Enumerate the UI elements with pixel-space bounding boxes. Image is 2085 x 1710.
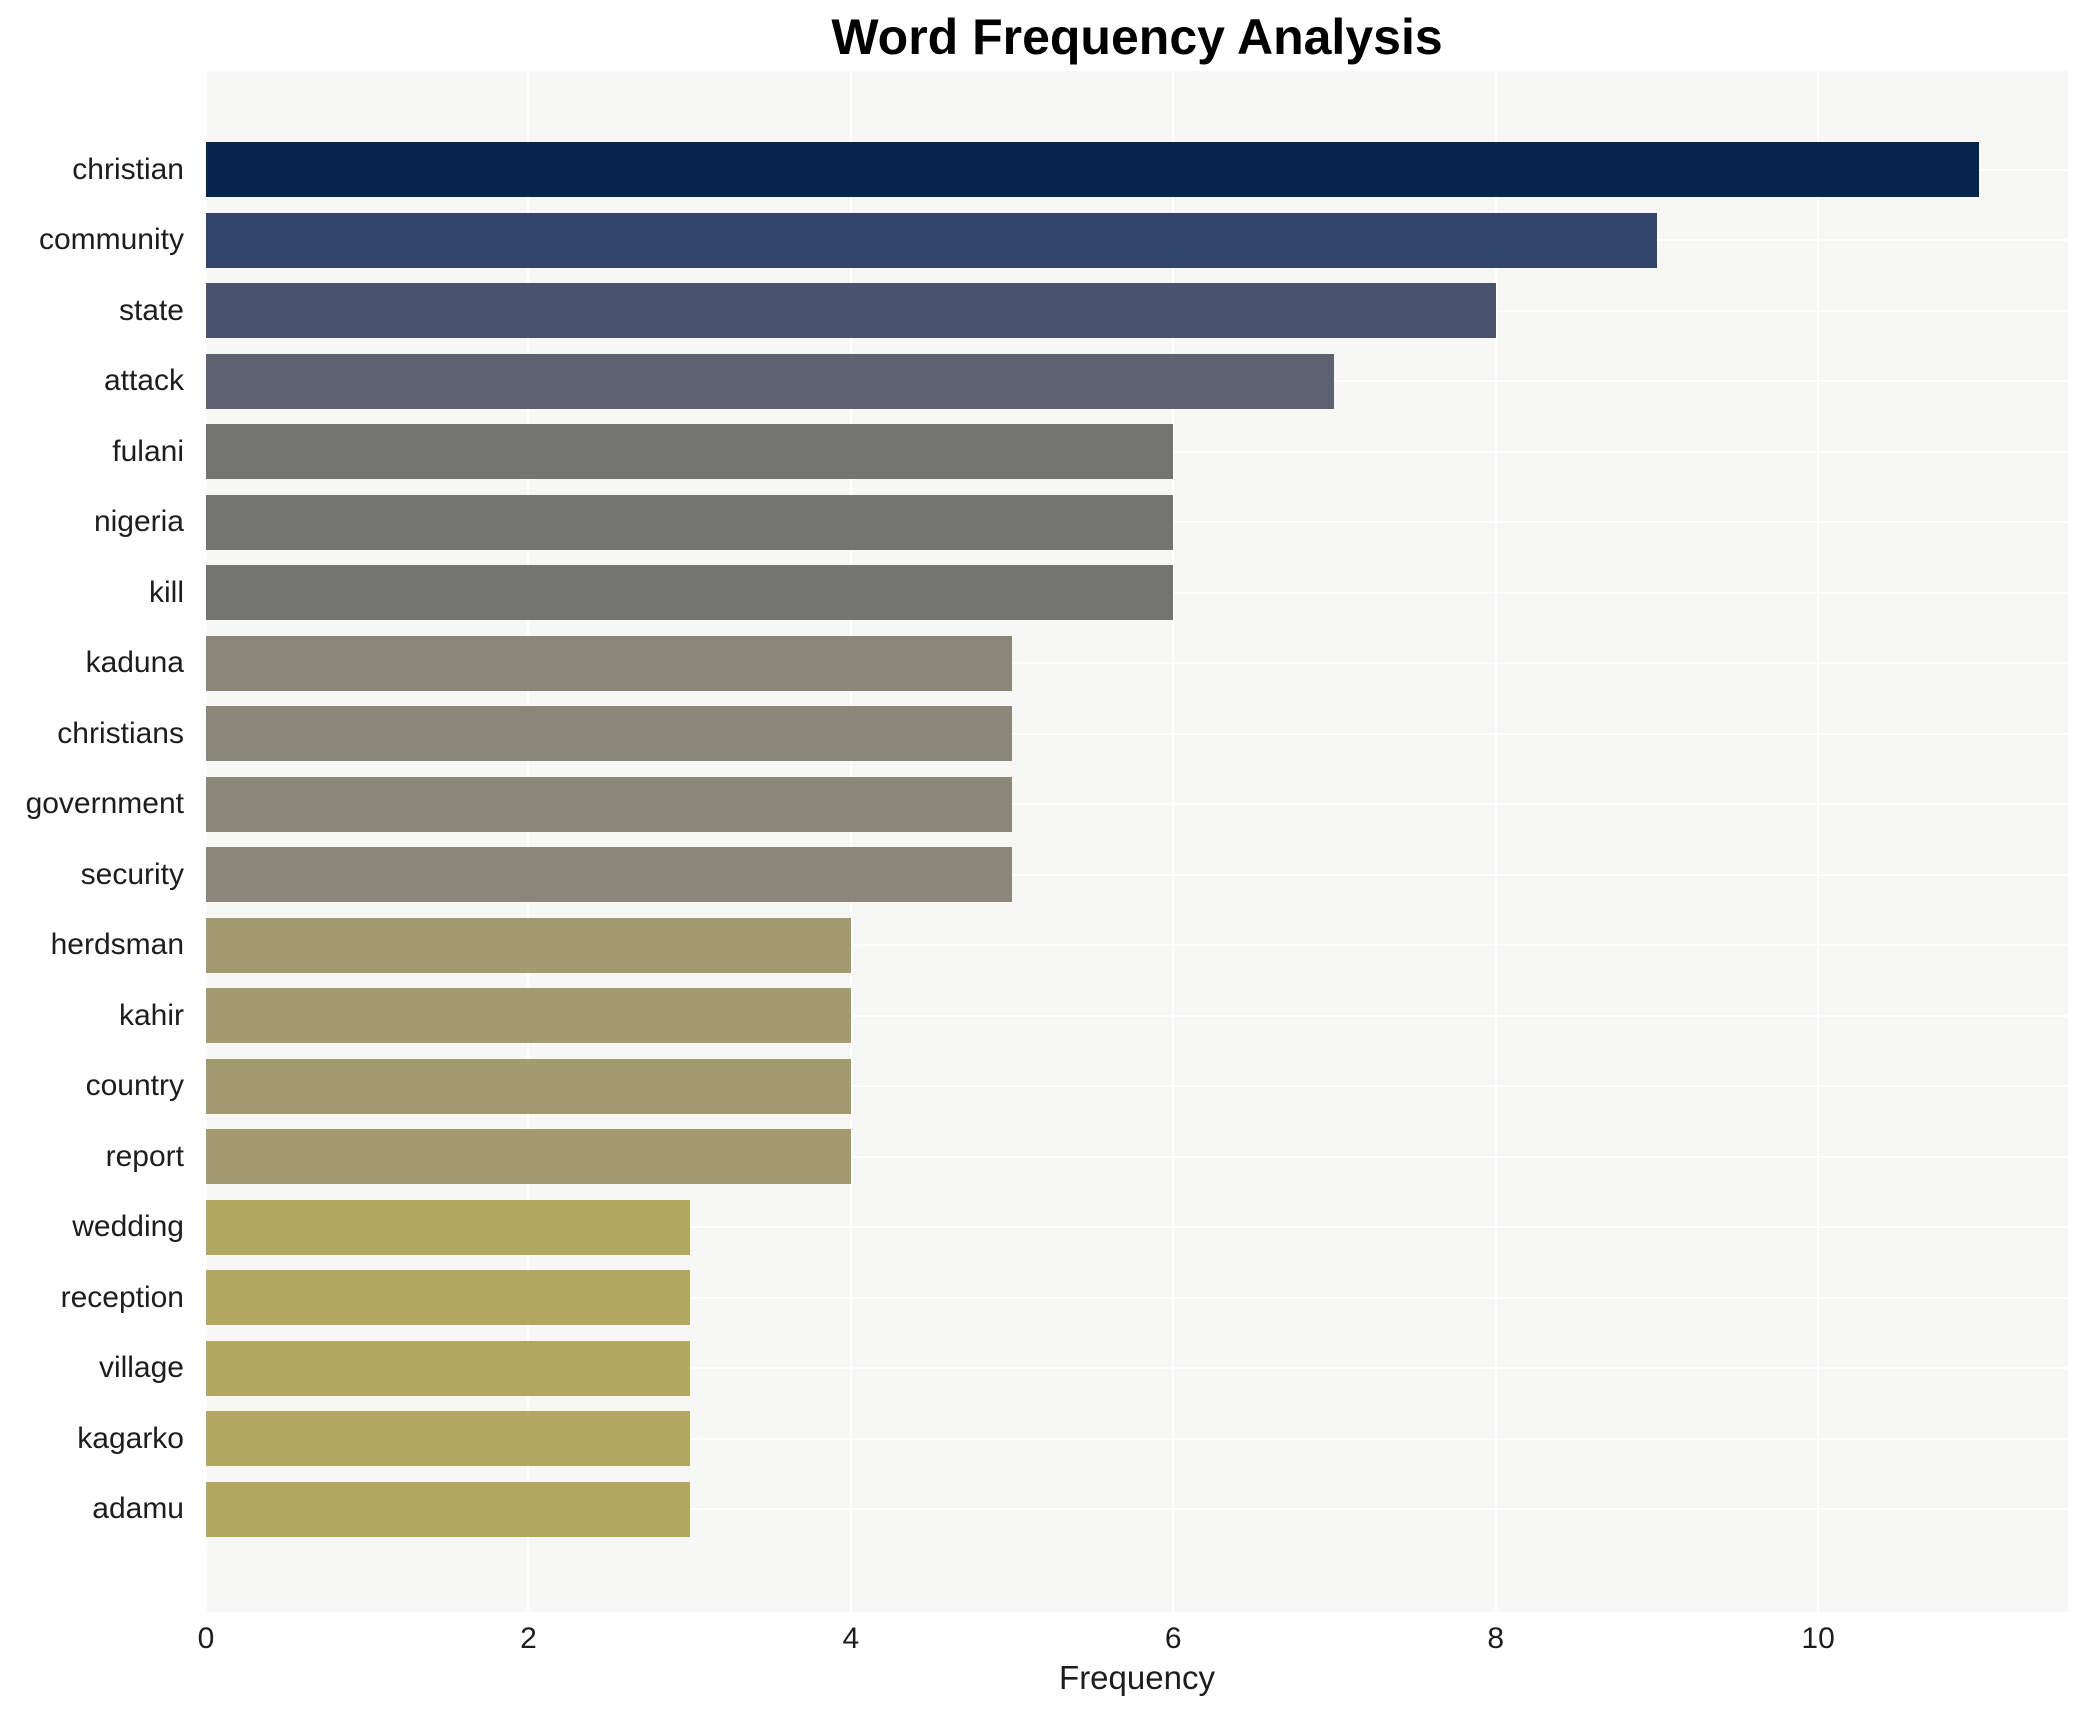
grid-line-horizontal [206,1226,2068,1228]
grid-line-horizontal [206,803,2068,805]
bar-nigeria [206,494,1174,550]
bar-community [206,212,1657,268]
grid-line-horizontal [206,873,2068,876]
bar-wedding [206,1199,690,1255]
y-axis-tick-label: kill [149,575,184,609]
grid-line-vertical [1494,71,1497,1612]
grid-line-horizontal [206,662,2068,664]
y-axis-tick-label: security [80,857,184,891]
y-axis-tick-label: village [98,1351,184,1384]
bar-fulani [206,424,1174,479]
x-axis-tick-label: 8 [1487,1622,1505,1655]
y-axis-tick-label: kaduna [85,646,184,679]
bar-security [206,847,1013,902]
y-axis-tick-label: kagarko [77,1421,184,1455]
x-axis-tick-label: 0 [197,1622,215,1655]
bar-kahir [206,988,851,1043]
chart-title: Word Frequency Analysis [831,9,1443,65]
y-axis-tick-label: christians [57,716,184,750]
grid-line-horizontal [206,1085,2068,1087]
bar-adamu [206,1481,690,1537]
bar-government [206,776,1013,832]
y-axis-tick-label: adamu [92,1492,184,1525]
grid-line-horizontal [206,1437,2068,1440]
x-axis-tick-label: 2 [520,1622,537,1655]
bar-kill [206,565,1174,620]
y-axis-tick-label: attack [103,364,184,397]
bar-attack [206,353,1335,409]
grid-line-horizontal [206,1508,2068,1510]
grid-line-horizontal [206,1367,2068,1369]
bar-kaduna [206,635,1013,691]
y-axis-tick-label: herdsman [50,928,184,961]
y-axis-tick-label: christian [72,152,184,186]
y-axis-tick-label: country [85,1069,184,1102]
y-axis-tick-label: government [25,787,184,820]
bar-herdsman [206,917,851,973]
bar-report [206,1129,851,1184]
y-axis-tick-label: kahir [118,998,184,1032]
y-axis-tick-label: fulani [112,434,184,468]
y-axis-tick-label: report [105,1139,184,1173]
bar-christian [206,142,1980,197]
x-axis-tick-label: 4 [842,1622,860,1655]
y-axis-tick-label: nigeria [93,505,184,538]
grid-line-horizontal [206,1014,2068,1017]
y-axis-tick-label: state [118,293,184,327]
x-axis-tick-label: 10 [1801,1622,1835,1655]
grid-line-vertical [1817,71,1820,1612]
bar-country [206,1058,851,1114]
bar-state [206,283,1496,338]
plot-area [205,71,2068,1612]
bar-village [206,1340,690,1396]
x-axis-label: Frequency [1059,1659,1215,1696]
bar-christians [206,706,1013,761]
grid-line-vertical [205,71,207,1612]
grid-line-vertical [527,71,530,1612]
bar-reception [206,1270,690,1325]
y-axis-tick-label: wedding [72,1210,184,1243]
x-axis-tick-label: 6 [1164,1622,1182,1655]
grid-line-horizontal [206,1296,2068,1299]
bar-kagarko [206,1411,690,1466]
grid-line-horizontal [206,944,2068,946]
grid-line-horizontal [206,1155,2068,1158]
grid-line-vertical [1172,71,1175,1612]
grid-line-horizontal [206,732,2068,735]
y-axis-tick-label: reception [60,1280,184,1314]
y-axis-tick-label: community [38,223,184,256]
grid-line-vertical [849,71,852,1612]
